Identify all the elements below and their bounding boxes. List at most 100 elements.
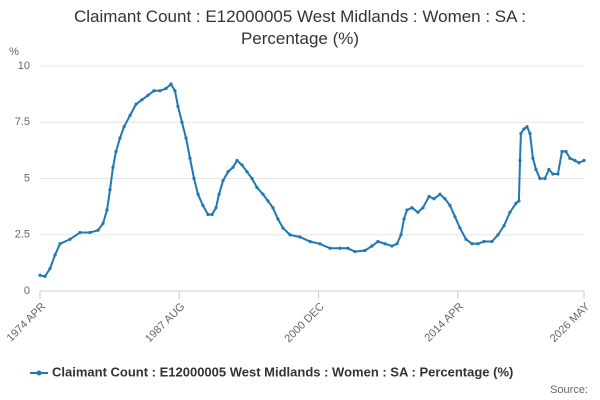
point: [140, 98, 144, 102]
point: [496, 233, 500, 237]
chart-title: Claimant Count : E12000005 West Midlands…: [74, 7, 526, 48]
point: [405, 208, 409, 212]
point: [573, 158, 577, 163]
point: [108, 188, 112, 192]
point: [214, 206, 218, 210]
point: [266, 199, 270, 203]
point: [556, 172, 560, 176]
point: [490, 239, 494, 244]
point: [188, 156, 192, 160]
point: [281, 226, 285, 230]
point: [276, 217, 280, 221]
point: [370, 244, 374, 248]
point: [111, 165, 115, 169]
point: [383, 242, 387, 246]
point: [390, 244, 394, 248]
y-tick-label: 2.5: [15, 229, 30, 241]
point: [114, 149, 118, 154]
point: [261, 192, 265, 196]
y-tick-label: 10: [18, 60, 30, 72]
point: [517, 199, 521, 203]
point: [88, 230, 92, 235]
x-tick-label: 2026 MAY: [548, 300, 593, 345]
point: [482, 239, 486, 244]
point: [180, 120, 184, 124]
point: [376, 239, 380, 244]
x-tick-label: 2000 DEC: [282, 301, 326, 345]
point: [528, 131, 532, 136]
point: [476, 242, 480, 246]
point: [399, 233, 403, 237]
point: [96, 228, 100, 232]
point: [318, 242, 322, 246]
point: [68, 237, 72, 241]
point: [508, 210, 512, 214]
point: [534, 167, 538, 172]
point: [201, 203, 205, 208]
point: [560, 149, 564, 154]
point: [128, 113, 132, 118]
source: Source:: [550, 384, 588, 396]
point: [328, 246, 332, 250]
point: [470, 242, 474, 246]
x-tick-label: 2014 APR: [422, 301, 466, 345]
point: [402, 217, 406, 221]
point: [196, 192, 200, 196]
point: [395, 242, 399, 246]
point: [421, 206, 425, 210]
point: [210, 212, 214, 217]
series-line: [39, 82, 585, 278]
point: [146, 93, 150, 97]
point: [353, 250, 357, 254]
point: [176, 104, 180, 109]
point: [221, 179, 225, 183]
point: [448, 203, 452, 208]
point: [250, 176, 254, 181]
legend-marker: [36, 370, 42, 376]
point: [118, 136, 122, 140]
point: [206, 212, 210, 217]
point: [525, 125, 529, 129]
point: [564, 149, 568, 154]
point: [134, 102, 138, 106]
point: [192, 176, 196, 181]
point: [245, 170, 249, 174]
point: [432, 197, 436, 201]
point: [53, 253, 57, 257]
point: [464, 237, 468, 241]
point: [538, 176, 542, 181]
point: [48, 266, 52, 271]
point: [410, 206, 414, 210]
point: [577, 161, 581, 165]
point: [152, 89, 156, 93]
point: [308, 239, 312, 244]
y-tick-label: 5: [24, 172, 30, 184]
point: [169, 82, 173, 86]
point: [271, 206, 275, 210]
point: [101, 221, 105, 226]
point: [518, 158, 522, 163]
point: [582, 158, 586, 163]
point: [158, 89, 162, 93]
point: [255, 185, 259, 190]
point: [416, 210, 420, 214]
point: [531, 156, 535, 160]
point: [164, 86, 168, 91]
point: [338, 246, 342, 250]
point: [298, 235, 302, 239]
point: [568, 156, 572, 160]
y-tick-label: 0: [24, 285, 30, 297]
point: [43, 274, 47, 278]
y-axis-label: %: [9, 46, 19, 58]
point: [453, 215, 457, 219]
point: [231, 165, 235, 169]
point: [38, 273, 42, 277]
point: [173, 89, 177, 93]
point: [122, 125, 126, 129]
point: [226, 170, 230, 174]
x-tick-label: 1974 APR: [5, 301, 49, 345]
point: [458, 226, 462, 230]
point: [288, 233, 292, 237]
point: [105, 208, 109, 212]
